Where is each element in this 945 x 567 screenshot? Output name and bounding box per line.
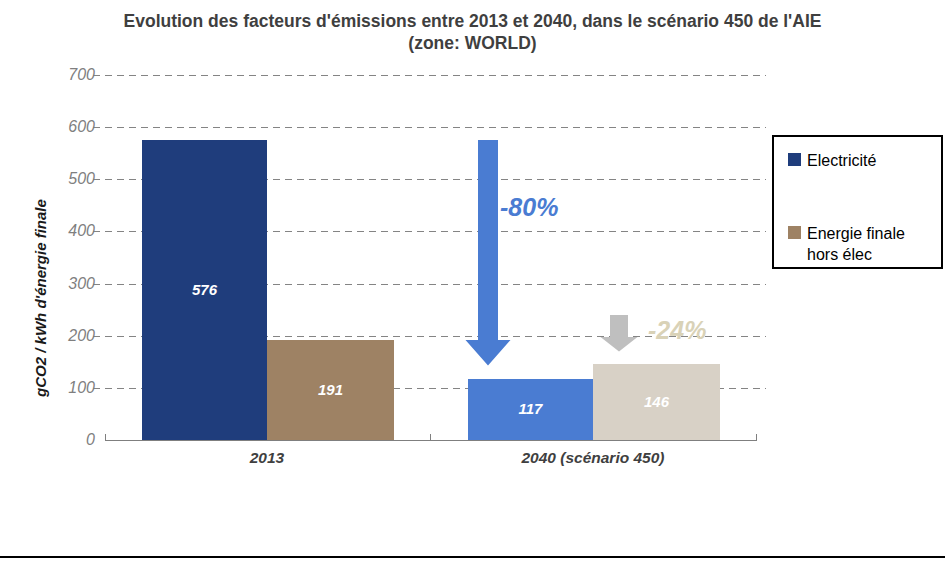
annotation-energy: -24%	[648, 316, 706, 345]
y-axis-tick-label: 0	[30, 430, 95, 450]
y-axis-tick-label: 700	[30, 65, 95, 85]
legend-swatch-electricity-icon	[788, 153, 801, 166]
y-axis-tick-label: 300	[30, 274, 95, 294]
legend: Electricité Energie finale hors élec	[772, 135, 943, 269]
annotation-electricity: -80%	[500, 193, 558, 222]
footer-divider	[0, 556, 945, 558]
legend-label-electricity: Electricité	[807, 150, 876, 171]
slide: Evolution des facteurs d'émissions entre…	[0, 0, 945, 567]
arrow-elec-shape	[466, 140, 511, 366]
decrease-arrow-electricity-icon	[465, 140, 511, 366]
x-axis-tick	[430, 434, 431, 440]
bar-value-label: 146	[593, 393, 720, 411]
legend-item-electricity: Electricité	[788, 150, 941, 171]
legend-label-energy: Energie finale hors élec	[807, 223, 937, 265]
legend-item-energy: Energie finale hors élec	[788, 223, 941, 265]
x-category-label: 2013	[117, 449, 417, 467]
y-axis-tick-label: 400	[30, 221, 95, 241]
y-axis-tick-label: 500	[30, 169, 95, 189]
y-axis-tick-label: 200	[30, 326, 95, 346]
x-axis-line	[105, 440, 757, 441]
bar-value-label: 191	[267, 381, 394, 399]
arrow-energy-shape	[601, 315, 638, 352]
x-axis-tick	[756, 434, 757, 440]
x-axis-tick	[105, 434, 106, 440]
gridline	[93, 127, 766, 128]
bar-value-label: 117	[468, 400, 593, 418]
legend-swatch-energy-icon	[788, 226, 801, 239]
bar-value-label: 576	[142, 281, 267, 299]
y-axis-tick-label: 600	[30, 117, 95, 137]
y-axis-tick-label: 100	[30, 378, 95, 398]
x-category-label: 2040 (scénario 450)	[443, 449, 743, 467]
gridline	[93, 75, 766, 76]
decrease-arrow-energy-icon	[600, 315, 638, 352]
